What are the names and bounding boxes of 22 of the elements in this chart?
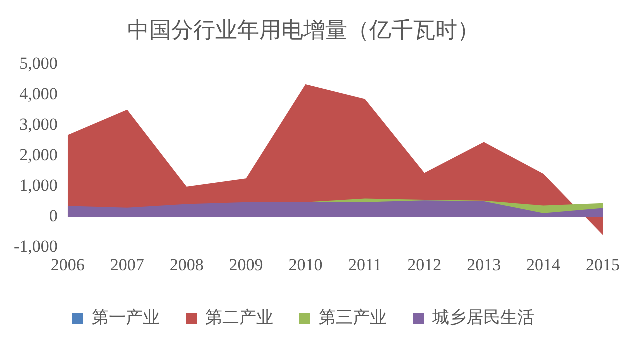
y-tick-label: 5,000	[20, 54, 58, 73]
legend-label: 第三产业	[319, 308, 387, 328]
legend-label: 城乡居民生活	[432, 308, 534, 328]
legend-label: 第二产业	[206, 308, 274, 328]
legend-label: 第一产业	[92, 308, 160, 328]
chart-title: 中国分行业年用电增量（亿千瓦时）	[128, 17, 480, 42]
y-tick-label: 1,000	[20, 176, 58, 195]
y-tick-label: 0	[49, 206, 58, 226]
x-tick-label: 2009	[229, 255, 264, 274]
y-tick-label: -1,000	[14, 237, 58, 256]
y-tick-label: 3,000	[20, 114, 58, 134]
x-tick-label: 2007	[110, 255, 145, 274]
x-tick-label: 2015	[586, 255, 620, 274]
x-tick-label: 2011	[348, 255, 382, 274]
y-tick-label: 2,000	[20, 145, 58, 164]
x-tick-label: 2010	[288, 255, 323, 274]
x-tick-label: 2006	[50, 255, 85, 274]
x-tick-label: 2013	[467, 255, 502, 274]
x-tick-label: 2014	[526, 255, 562, 274]
x-tick-label: 2012	[408, 255, 442, 274]
x-tick-label: 2008	[170, 255, 204, 274]
y-tick-label: 4,000	[20, 84, 58, 104]
